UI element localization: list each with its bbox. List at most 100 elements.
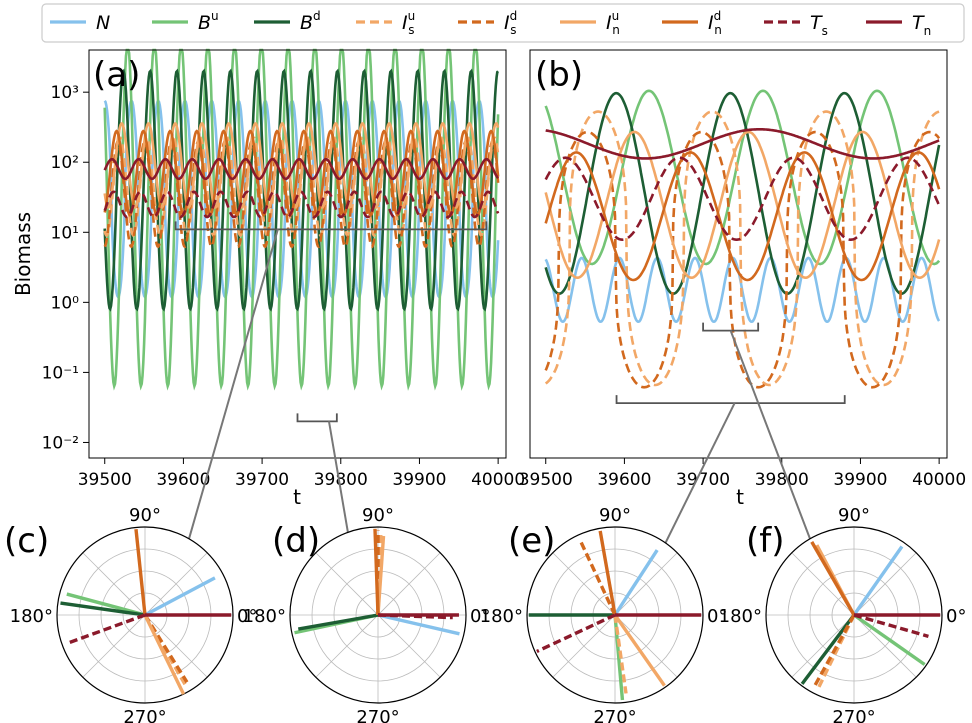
series-line-b-Inu: [544, 130, 941, 279]
polar-line-f-N: [852, 545, 904, 616]
legend-frame: [41, 3, 965, 43]
panel-label-c: (c): [4, 521, 49, 561]
y-tick-label-a: 10³: [51, 83, 79, 103]
zoom-link-d: [327, 421, 349, 533]
legend-sup-Bd: d: [313, 9, 321, 23]
legend: N Bu Bd Iu s Id s Iu n Id n Ts Tn: [41, 3, 965, 43]
polar-line-e-N: [613, 549, 659, 616]
polar-angle-label-0: 0°: [470, 606, 490, 627]
polar-angle-label-90: 90°: [129, 505, 161, 526]
series-line-a-Ind: [103, 129, 500, 217]
polar-frame: [289, 526, 467, 704]
polar-line-f-Ind: [810, 540, 856, 616]
y-tick-label-a: 10⁻¹: [42, 363, 79, 383]
axes-frame-a: [88, 49, 507, 459]
x-tick-label-b: 39600: [597, 470, 651, 490]
polar-line-f-Bd: [800, 613, 856, 685]
polar-line-c-Ts: [65, 613, 146, 646]
x-tick-label-b: 39900: [833, 470, 887, 490]
legend-label-Isd: Id s: [504, 9, 517, 37]
panel-b: 39500 39600 39700 39800 39900 40000 (b) t: [519, 49, 966, 509]
polar-line-e-Isd: [578, 538, 617, 616]
axes-frame-b: [529, 49, 948, 459]
polar-line-f-Bu: [853, 613, 926, 666]
series-line-a-Ts: [103, 190, 500, 219]
legend-sub-Isd: s: [510, 23, 516, 37]
legend-sup-Ind: d: [714, 9, 722, 23]
polar-line-c-N: [144, 576, 216, 617]
series-line-a-Inu: [103, 122, 500, 209]
polar-angle-label-90: 90°: [362, 505, 394, 526]
legend-sup-Isd: d: [510, 9, 518, 23]
polar-frame: [526, 526, 704, 704]
zoom-bracket-a-1: [296, 413, 338, 423]
legend-sup-Inu: u: [612, 9, 620, 23]
panel-label-e: (e): [508, 521, 555, 561]
x-tick-label-a: 39800: [314, 470, 368, 490]
polar-angle-label-0: 0°: [707, 606, 727, 627]
series-line-b-Bd: [544, 91, 941, 296]
y-axis-label: Biomass: [11, 212, 35, 296]
zoom-links: [188, 229, 811, 544]
legend-label-Isu: Iu s: [402, 9, 415, 37]
panel-label-a: (a): [93, 55, 140, 95]
polar-line-c-Bd: [60, 601, 146, 617]
polar-line-e-Ts: [536, 613, 616, 653]
legend-label-Inu: Iu n: [606, 9, 620, 37]
y-tick-label-a: 10⁻²: [42, 433, 79, 453]
zoom-bracket-b-0: [615, 395, 846, 405]
legend-sub-Ind: n: [714, 23, 722, 37]
x-tick-label-b: 39800: [755, 470, 809, 490]
x-tick-label-a: 39900: [392, 470, 446, 490]
series-line-b-Tn: [545, 128, 940, 160]
zoom-bracket-b-1: [702, 322, 760, 332]
series-group-a: [103, 48, 500, 423]
zoom-link-f: [729, 330, 811, 540]
x-tick-label-a: 39700: [235, 470, 289, 490]
polar-angle-label-180: 180°: [243, 606, 286, 627]
polar-panel-c: (c) 90° 180° 270° 0°: [4, 505, 257, 723]
polar-angle-label-90: 90°: [599, 505, 631, 526]
ticks-a: 39500 39600 39700 39800 39900 40000 10⁻² 10⁻¹ 10…: [42, 83, 526, 490]
polar-panel-f: (f) 90° 180° 270° 0°: [719, 505, 967, 723]
polar-frame: [56, 526, 234, 704]
panel-label-b: (b): [535, 55, 583, 95]
polar-line-e-Ind: [598, 530, 617, 616]
legend-sup-Isu: u: [408, 9, 416, 23]
series-group-b: [544, 89, 941, 405]
polar-panel-e: (e) 90° 180° 270° 0°: [480, 505, 728, 723]
polar-line-e-Inu: [613, 614, 666, 687]
legend-sub-Inu: n: [612, 23, 620, 37]
polar-angle-label-180: 180°: [10, 606, 53, 627]
polar-angle-label-270: 270°: [123, 707, 166, 723]
legend-label-N: N: [96, 12, 110, 34]
polar-line-d-Bd: [297, 613, 379, 631]
x-tick-label-b: 39500: [519, 470, 573, 490]
polar-angle-label-90: 90°: [838, 505, 870, 526]
panel-a: 39500 39600 39700 39800 39900 40000 10⁻² 10⁻¹ 10…: [11, 48, 526, 509]
polar-angle-label-180: 180°: [719, 606, 762, 627]
series-line-b-Ts: [544, 156, 941, 241]
polar-angle-label-0: 0°: [946, 606, 966, 627]
polar-angle-label-270: 270°: [832, 707, 875, 723]
x-tick-label-a: 40000: [471, 470, 525, 490]
series-line-b-Isd: [544, 130, 941, 389]
polar-line-d-Ind: [373, 528, 380, 616]
polar-line-c-Inu: [143, 614, 186, 695]
series-line-a-Bd: [103, 68, 500, 312]
series-line-a-Tn: [103, 157, 500, 181]
series-line-b-Bu: [544, 89, 941, 266]
ticks-b: 39500 39600 39700 39800 39900 40000: [519, 458, 966, 490]
legend-label-Ind: Id n: [708, 9, 722, 37]
panel-label-f: (f): [746, 521, 785, 561]
polar-line-e-Isu: [613, 614, 628, 694]
x-axis-label-b: t: [736, 485, 744, 509]
x-tick-label-a: 39500: [78, 470, 132, 490]
x-axis-label-a: t: [293, 485, 301, 509]
polar-line-c-Ind: [134, 529, 147, 616]
polar-angle-label-270: 270°: [593, 707, 636, 723]
x-tick-label-a: 39600: [156, 470, 210, 490]
x-tick-label-b: 40000: [912, 470, 966, 490]
polar-angle-label-0: 0°: [237, 606, 257, 627]
